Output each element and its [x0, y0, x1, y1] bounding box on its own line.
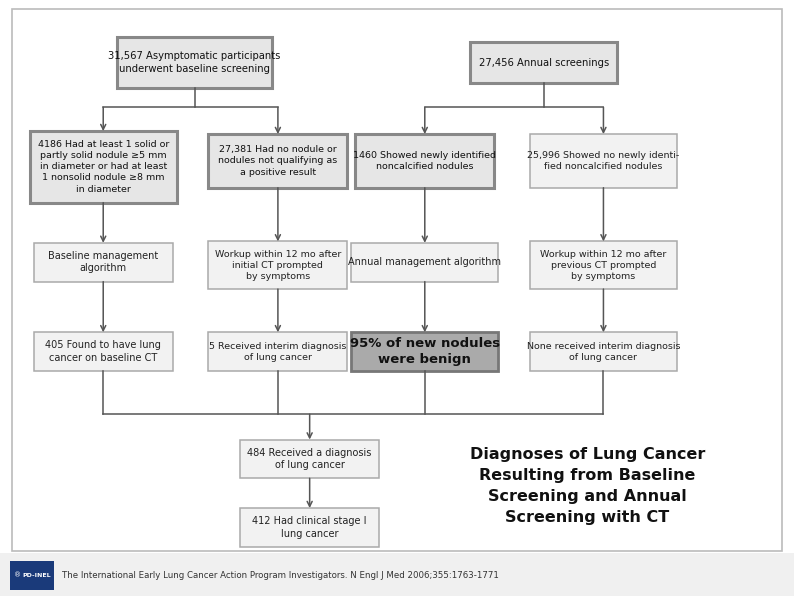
- FancyBboxPatch shape: [530, 134, 676, 188]
- Text: 25,996 Showed no newly identi-
fied noncalcified nodules: 25,996 Showed no newly identi- fied nonc…: [527, 151, 680, 171]
- Text: None received interim diagnosis
of lung cancer: None received interim diagnosis of lung …: [526, 342, 680, 362]
- Text: 27,456 Annual screenings: 27,456 Annual screenings: [479, 58, 609, 67]
- FancyBboxPatch shape: [240, 508, 380, 547]
- FancyBboxPatch shape: [208, 241, 347, 289]
- Text: Workup within 12 mo after
previous CT prompted
by symptoms: Workup within 12 mo after previous CT pr…: [540, 250, 667, 281]
- Text: Diagnoses of Lung Cancer
Resulting from Baseline
Screening and Annual
Screening : Diagnoses of Lung Cancer Resulting from …: [470, 447, 705, 524]
- FancyBboxPatch shape: [10, 561, 54, 590]
- FancyBboxPatch shape: [356, 134, 494, 188]
- Text: 1460 Showed newly identified
noncalcified nodules: 1460 Showed newly identified noncalcifie…: [353, 151, 496, 171]
- FancyBboxPatch shape: [351, 243, 499, 281]
- Text: 4186 Had at least 1 solid or
partly solid nodule ≥5 mm
in diameter or had at lea: 4186 Had at least 1 solid or partly soli…: [37, 140, 169, 194]
- Text: Workup within 12 mo after
initial CT prompted
by symptoms: Workup within 12 mo after initial CT pro…: [214, 250, 341, 281]
- FancyBboxPatch shape: [208, 333, 347, 371]
- Text: 405 Found to have lung
cancer on baseline CT: 405 Found to have lung cancer on baselin…: [45, 340, 161, 363]
- FancyBboxPatch shape: [530, 241, 676, 289]
- Text: 95% of new nodules
were benign: 95% of new nodules were benign: [349, 337, 500, 366]
- FancyBboxPatch shape: [33, 243, 173, 281]
- Text: 31,567 Asymptomatic participants
underwent baseline screening: 31,567 Asymptomatic participants underwe…: [108, 51, 281, 74]
- FancyBboxPatch shape: [351, 333, 499, 371]
- FancyBboxPatch shape: [240, 440, 380, 478]
- Text: Annual management algorithm: Annual management algorithm: [349, 257, 501, 267]
- FancyBboxPatch shape: [0, 553, 794, 596]
- Text: 484 Received a diagnosis
of lung cancer: 484 Received a diagnosis of lung cancer: [248, 448, 372, 470]
- FancyBboxPatch shape: [12, 9, 782, 551]
- Text: PD-INEL: PD-INEL: [22, 573, 51, 578]
- FancyBboxPatch shape: [118, 37, 272, 88]
- FancyBboxPatch shape: [30, 131, 176, 203]
- Text: Baseline management
algorithm: Baseline management algorithm: [48, 251, 158, 274]
- Text: ®: ®: [14, 573, 21, 579]
- Text: 27,381 Had no nodule or
nodules not qualifying as
a positive result: 27,381 Had no nodule or nodules not qual…: [218, 145, 337, 176]
- Text: The International Early Lung Cancer Action Program Investigators. N Engl J Med 2: The International Early Lung Cancer Acti…: [62, 571, 499, 581]
- FancyBboxPatch shape: [530, 333, 676, 371]
- FancyBboxPatch shape: [33, 333, 173, 371]
- FancyBboxPatch shape: [470, 42, 618, 83]
- Text: 412 Had clinical stage I
lung cancer: 412 Had clinical stage I lung cancer: [252, 516, 367, 539]
- FancyBboxPatch shape: [208, 134, 347, 188]
- Text: 5 Received interim diagnosis
of lung cancer: 5 Received interim diagnosis of lung can…: [209, 342, 347, 362]
